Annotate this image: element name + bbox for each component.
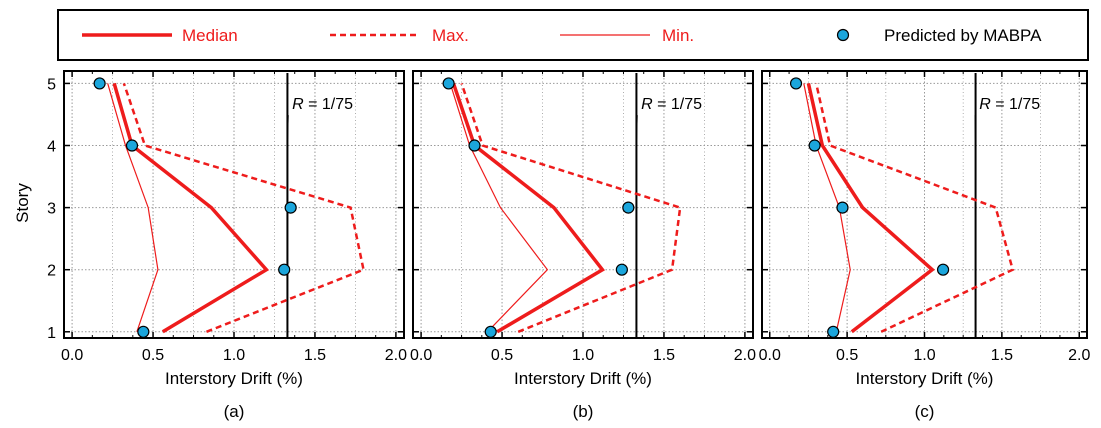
series-thick-line [112, 82, 270, 334]
x-tick-label: 2.0 [385, 347, 407, 364]
series-thin-line [449, 83, 549, 333]
series-thick-line [451, 82, 606, 334]
x-tick-label: 0.0 [759, 347, 781, 364]
x-axis-title: Interstory Drift (%) [165, 369, 303, 388]
panel-a: 0.0 0.5 1.0 1.5 2.0 1 2 3 4 5 R = 1/75 Interstory D… [47, 70, 407, 421]
legend: Median Max. Min. Predicted by MABPA [57, 9, 1089, 61]
drift-limit-leader [635, 115, 638, 140]
legend-min-label: Min. [662, 26, 694, 45]
legend-median-label: Median [182, 26, 238, 45]
predicted-point [484, 325, 497, 338]
predicted-point [936, 263, 950, 276]
predicted-point [442, 77, 455, 90]
x-axis-title: Interstory Drift (%) [856, 369, 994, 388]
panel-label: (c) [915, 402, 935, 421]
predicted-point [808, 139, 821, 152]
panel-c: 0.0 0.5 1.0 1.5 2.0 R = 1/75 Interstory Drift … [759, 70, 1090, 421]
x-tick-label: 1.0 [572, 347, 594, 364]
predicted-point [622, 201, 635, 214]
y-axis-title: Story [13, 183, 32, 223]
x-tick-label: 0.5 [491, 347, 513, 364]
x-tick-label: 0.0 [61, 347, 83, 364]
x-tick-label: 0.5 [836, 347, 858, 364]
y-tick-label: 5 [47, 76, 56, 93]
predicted-point [284, 201, 297, 214]
predicted-point [137, 325, 150, 338]
panel-label: (a) [224, 402, 245, 421]
legend-predicted-label: Predicted by MABPA [884, 26, 1042, 45]
drift-limit-label: R = 1/75 [292, 96, 353, 113]
series-thin-line [107, 83, 159, 332]
x-tick-label: 1.5 [653, 347, 675, 364]
drift-limit-label: R = 1/75 [641, 96, 702, 113]
predicted-point [468, 139, 481, 152]
x-tick-label: 1.0 [913, 347, 935, 364]
series-dashed-line [122, 83, 365, 333]
y-tick-label: 1 [47, 325, 56, 342]
legend-max-label: Max. [432, 26, 469, 45]
drift-limit-leader [286, 115, 289, 140]
y-tick-label: 4 [47, 139, 56, 156]
x-tick-label: 0.0 [410, 347, 432, 364]
predicted-point [278, 263, 291, 276]
x-tick-label: 1.5 [991, 347, 1013, 364]
x-tick-label: 2.0 [734, 347, 756, 364]
x-tick-label: 2.0 [1068, 347, 1090, 364]
x-axis-title: Interstory Drift (%) [514, 369, 652, 388]
y-tick-label: 2 [47, 263, 56, 280]
panel-label: (b) [573, 402, 594, 421]
series-dashed-line [460, 83, 682, 333]
x-tick-label: 0.5 [142, 347, 164, 364]
predicted-point [827, 325, 840, 338]
predicted-point [125, 139, 139, 152]
predicted-point [836, 201, 849, 214]
drift-limit-label: R = 1/75 [979, 96, 1040, 113]
legend-predicted-marker [836, 28, 850, 42]
predicted-point [615, 263, 628, 276]
predicted-point [789, 77, 803, 90]
series-thick-line [806, 83, 935, 334]
panel-b: 0.0 0.5 1.0 1.5 2.0 R = 1/75 Interstory Drift … [410, 70, 756, 421]
predicted-point [93, 77, 106, 90]
y-tick-label: 3 [47, 201, 56, 218]
x-tick-label: 1.5 [304, 347, 326, 364]
x-tick-label: 1.0 [223, 347, 245, 364]
